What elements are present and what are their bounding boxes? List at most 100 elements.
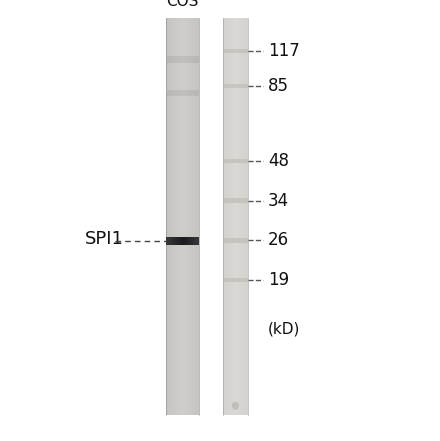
Bar	[189, 238, 190, 245]
Bar	[197, 90, 198, 96]
Bar	[195, 238, 196, 245]
Bar	[176, 56, 177, 63]
Bar	[174, 238, 175, 245]
Bar	[194, 56, 195, 63]
Bar	[167, 56, 168, 63]
Ellipse shape	[232, 402, 239, 410]
Bar	[185, 238, 186, 245]
Bar	[185, 90, 186, 96]
Bar	[224, 238, 248, 243]
Bar	[192, 18, 193, 415]
Bar	[175, 90, 176, 96]
Bar	[196, 18, 197, 415]
Bar	[181, 56, 182, 63]
Bar	[166, 90, 167, 96]
Bar	[190, 90, 191, 96]
Bar	[198, 18, 199, 415]
Bar	[194, 90, 195, 96]
Bar	[195, 18, 196, 415]
Text: 26: 26	[268, 232, 290, 249]
Text: 19: 19	[268, 271, 290, 289]
Text: 85: 85	[268, 77, 289, 95]
Bar	[191, 56, 192, 63]
Bar	[184, 238, 185, 245]
Bar	[197, 56, 198, 63]
Bar	[183, 56, 184, 63]
Bar	[179, 18, 180, 415]
Bar	[224, 278, 248, 282]
Bar	[193, 90, 194, 96]
Bar	[173, 56, 174, 63]
Bar	[176, 18, 177, 415]
Bar	[180, 90, 181, 96]
Bar	[179, 56, 180, 63]
Bar	[181, 18, 182, 415]
Bar	[192, 56, 193, 63]
Bar	[181, 90, 182, 96]
Bar	[173, 238, 174, 245]
Bar	[174, 56, 175, 63]
Bar	[171, 238, 172, 245]
Bar	[191, 18, 192, 415]
Bar	[184, 56, 185, 63]
Bar	[177, 56, 178, 63]
Bar	[191, 238, 192, 245]
Bar	[192, 238, 193, 245]
Text: 34: 34	[268, 192, 290, 209]
Text: (kD): (kD)	[268, 321, 301, 336]
Bar	[186, 18, 187, 415]
Bar	[190, 238, 191, 245]
Bar	[175, 238, 176, 245]
Bar	[195, 90, 196, 96]
Bar	[168, 90, 169, 96]
Bar	[176, 90, 177, 96]
Bar	[182, 56, 183, 63]
Bar	[180, 56, 181, 63]
Bar	[174, 18, 175, 415]
Bar	[186, 56, 187, 63]
Bar	[182, 238, 183, 245]
Bar	[183, 238, 184, 245]
Text: SPI1: SPI1	[85, 230, 124, 248]
Bar	[189, 18, 190, 415]
Bar	[185, 56, 186, 63]
Bar	[171, 90, 172, 96]
Bar	[172, 90, 173, 96]
Bar	[175, 18, 176, 415]
Bar	[190, 56, 191, 63]
Bar	[188, 18, 189, 415]
Bar	[190, 18, 191, 415]
Bar	[188, 238, 189, 245]
Bar	[172, 18, 173, 415]
Bar	[171, 56, 172, 63]
Bar	[174, 90, 175, 96]
Bar	[172, 56, 173, 63]
Bar	[196, 90, 197, 96]
Bar	[166, 56, 167, 63]
Bar	[189, 90, 190, 96]
Bar	[169, 90, 170, 96]
Bar	[184, 90, 185, 96]
Bar	[175, 56, 176, 63]
Bar	[187, 56, 188, 63]
Bar	[191, 90, 192, 96]
Bar	[224, 84, 248, 88]
Bar	[171, 18, 172, 415]
Bar	[180, 238, 181, 245]
Bar	[184, 18, 185, 415]
Bar	[178, 56, 179, 63]
Bar	[179, 90, 180, 96]
Bar	[177, 238, 178, 245]
Bar	[166, 238, 167, 245]
Bar	[169, 18, 170, 415]
Bar	[197, 238, 198, 245]
Bar	[168, 18, 169, 415]
Bar	[194, 18, 195, 415]
Bar	[195, 56, 196, 63]
Bar	[193, 238, 194, 245]
Bar	[188, 56, 189, 63]
Bar	[178, 238, 179, 245]
Bar	[173, 90, 174, 96]
Bar	[167, 238, 168, 245]
Bar	[168, 56, 169, 63]
